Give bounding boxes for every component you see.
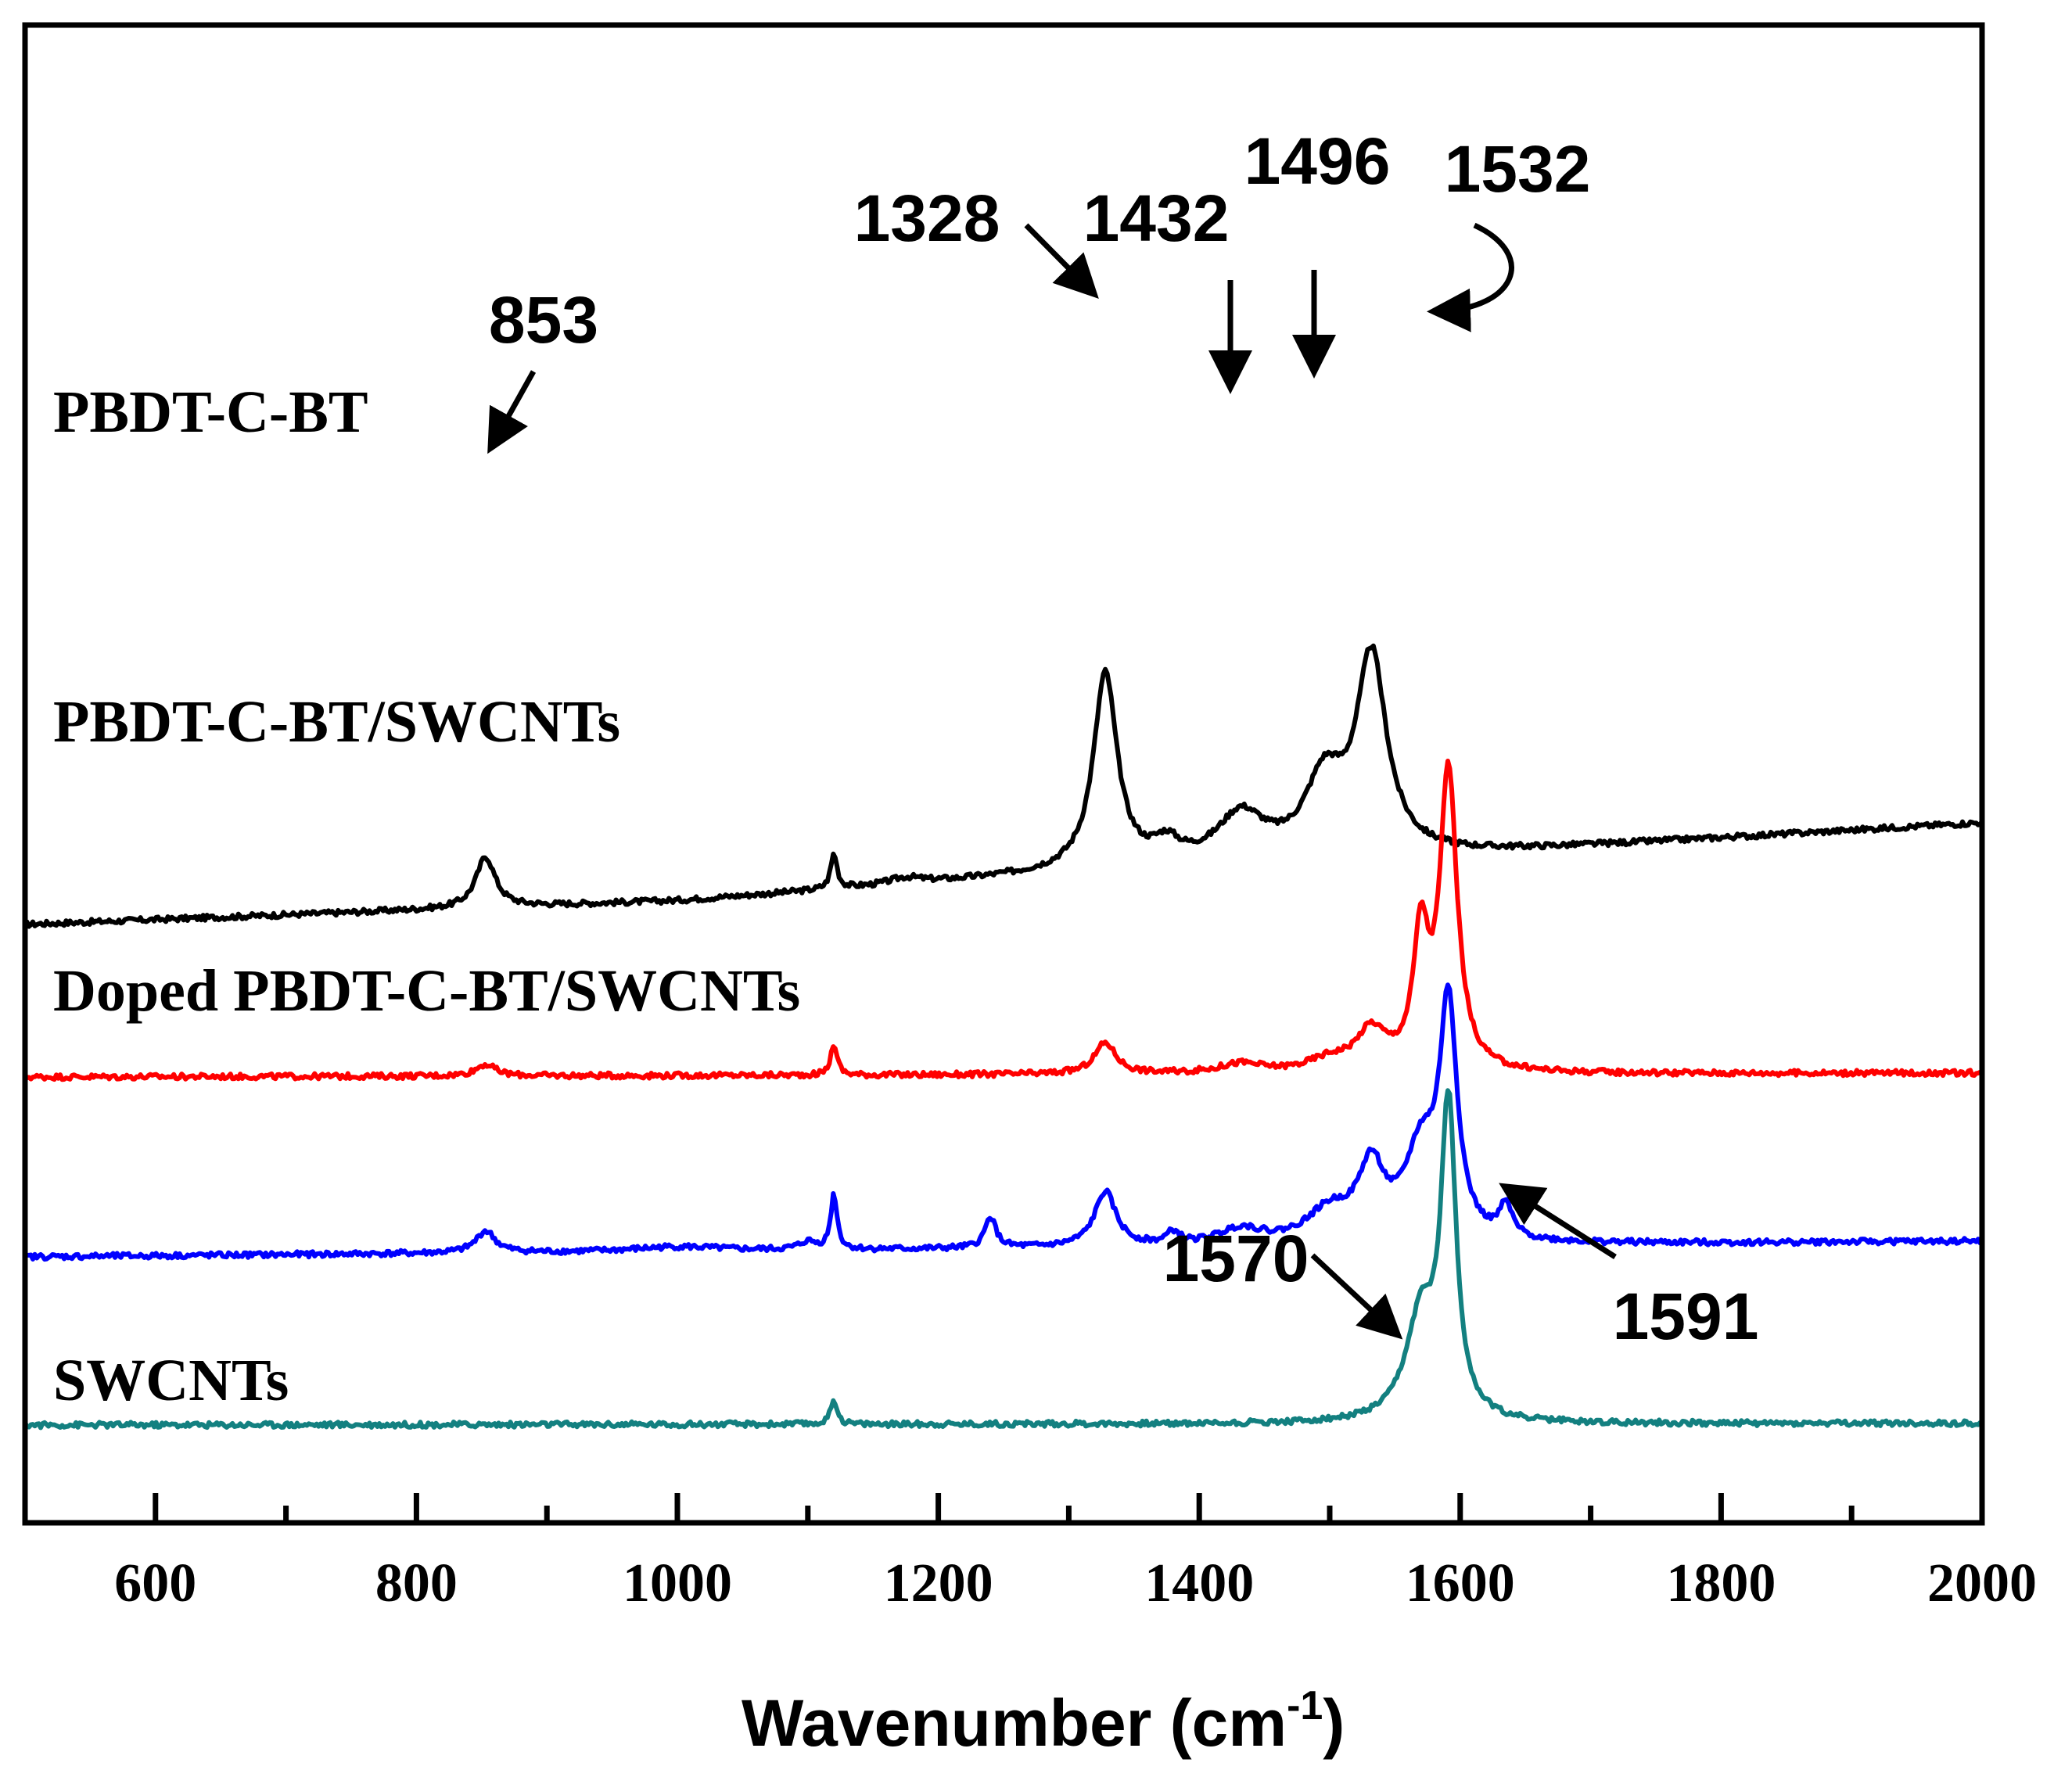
x-tick-label-1400: 1400 — [1144, 1553, 1254, 1614]
x-tick-label-1000: 1000 — [623, 1553, 732, 1614]
x-axis-title-close: ) — [1323, 1686, 1345, 1760]
peak-label-1570: 1570 — [1163, 1222, 1309, 1295]
series-label-doped-pbdt-c-bt-swcnts: Doped PBDT-C-BT/SWCNTs — [53, 958, 800, 1024]
x-axis-ticks: 600 800 1000 1200 1400 1600 1800 2000 — [114, 1493, 2037, 1614]
x-tick-label-1800: 1800 — [1666, 1553, 1776, 1614]
series-label-pbdt-c-bt: PBDT-C-BT — [53, 379, 368, 445]
x-axis-title: Wavenumber (cm-1) — [742, 1683, 1345, 1760]
x-tick-label-1200: 1200 — [884, 1553, 993, 1614]
peak-arrow-1570 — [1310, 1253, 1403, 1340]
series-line-pbdt-c-bt-swcnts — [23, 759, 1983, 1082]
x-tick-label-1600: 1600 — [1406, 1553, 1515, 1614]
peak-label-853: 853 — [489, 283, 598, 357]
peak-arrow-853 — [487, 370, 537, 454]
series-label-swcnts: SWCNTs — [53, 1348, 289, 1413]
series-label-pbdt-c-bt-swcnts: PBDT-C-BT/SWCNTs — [53, 689, 620, 755]
series-line-swcnts — [23, 1088, 1983, 1431]
x-axis-title-superscript: -1 — [1287, 1683, 1323, 1729]
peak-arrow-1532 — [1427, 222, 1514, 332]
peak-arrow-1591 — [1499, 1183, 1617, 1259]
x-axis-title-main: Wavenumber (cm — [742, 1686, 1287, 1760]
x-tick-label-2000: 2000 — [1927, 1553, 2037, 1614]
series-line-doped-pbdt-c-bt-swcnts — [23, 982, 1984, 1262]
peak-label-1591: 1591 — [1613, 1280, 1759, 1353]
peak-label-1432: 1432 — [1083, 181, 1230, 255]
peak-label-1532: 1532 — [1445, 132, 1591, 206]
series-layer — [23, 643, 1984, 1431]
peak-label-1328: 1328 — [854, 181, 1000, 255]
plot-frame — [22, 22, 1985, 1526]
x-tick-label-800: 800 — [375, 1553, 458, 1614]
x-tick-label-600: 600 — [114, 1553, 196, 1614]
peak-label-1496: 1496 — [1244, 124, 1391, 198]
series-line-pbdt-c-bt — [24, 643, 1984, 929]
peak-arrow-1328 — [1024, 223, 1099, 299]
